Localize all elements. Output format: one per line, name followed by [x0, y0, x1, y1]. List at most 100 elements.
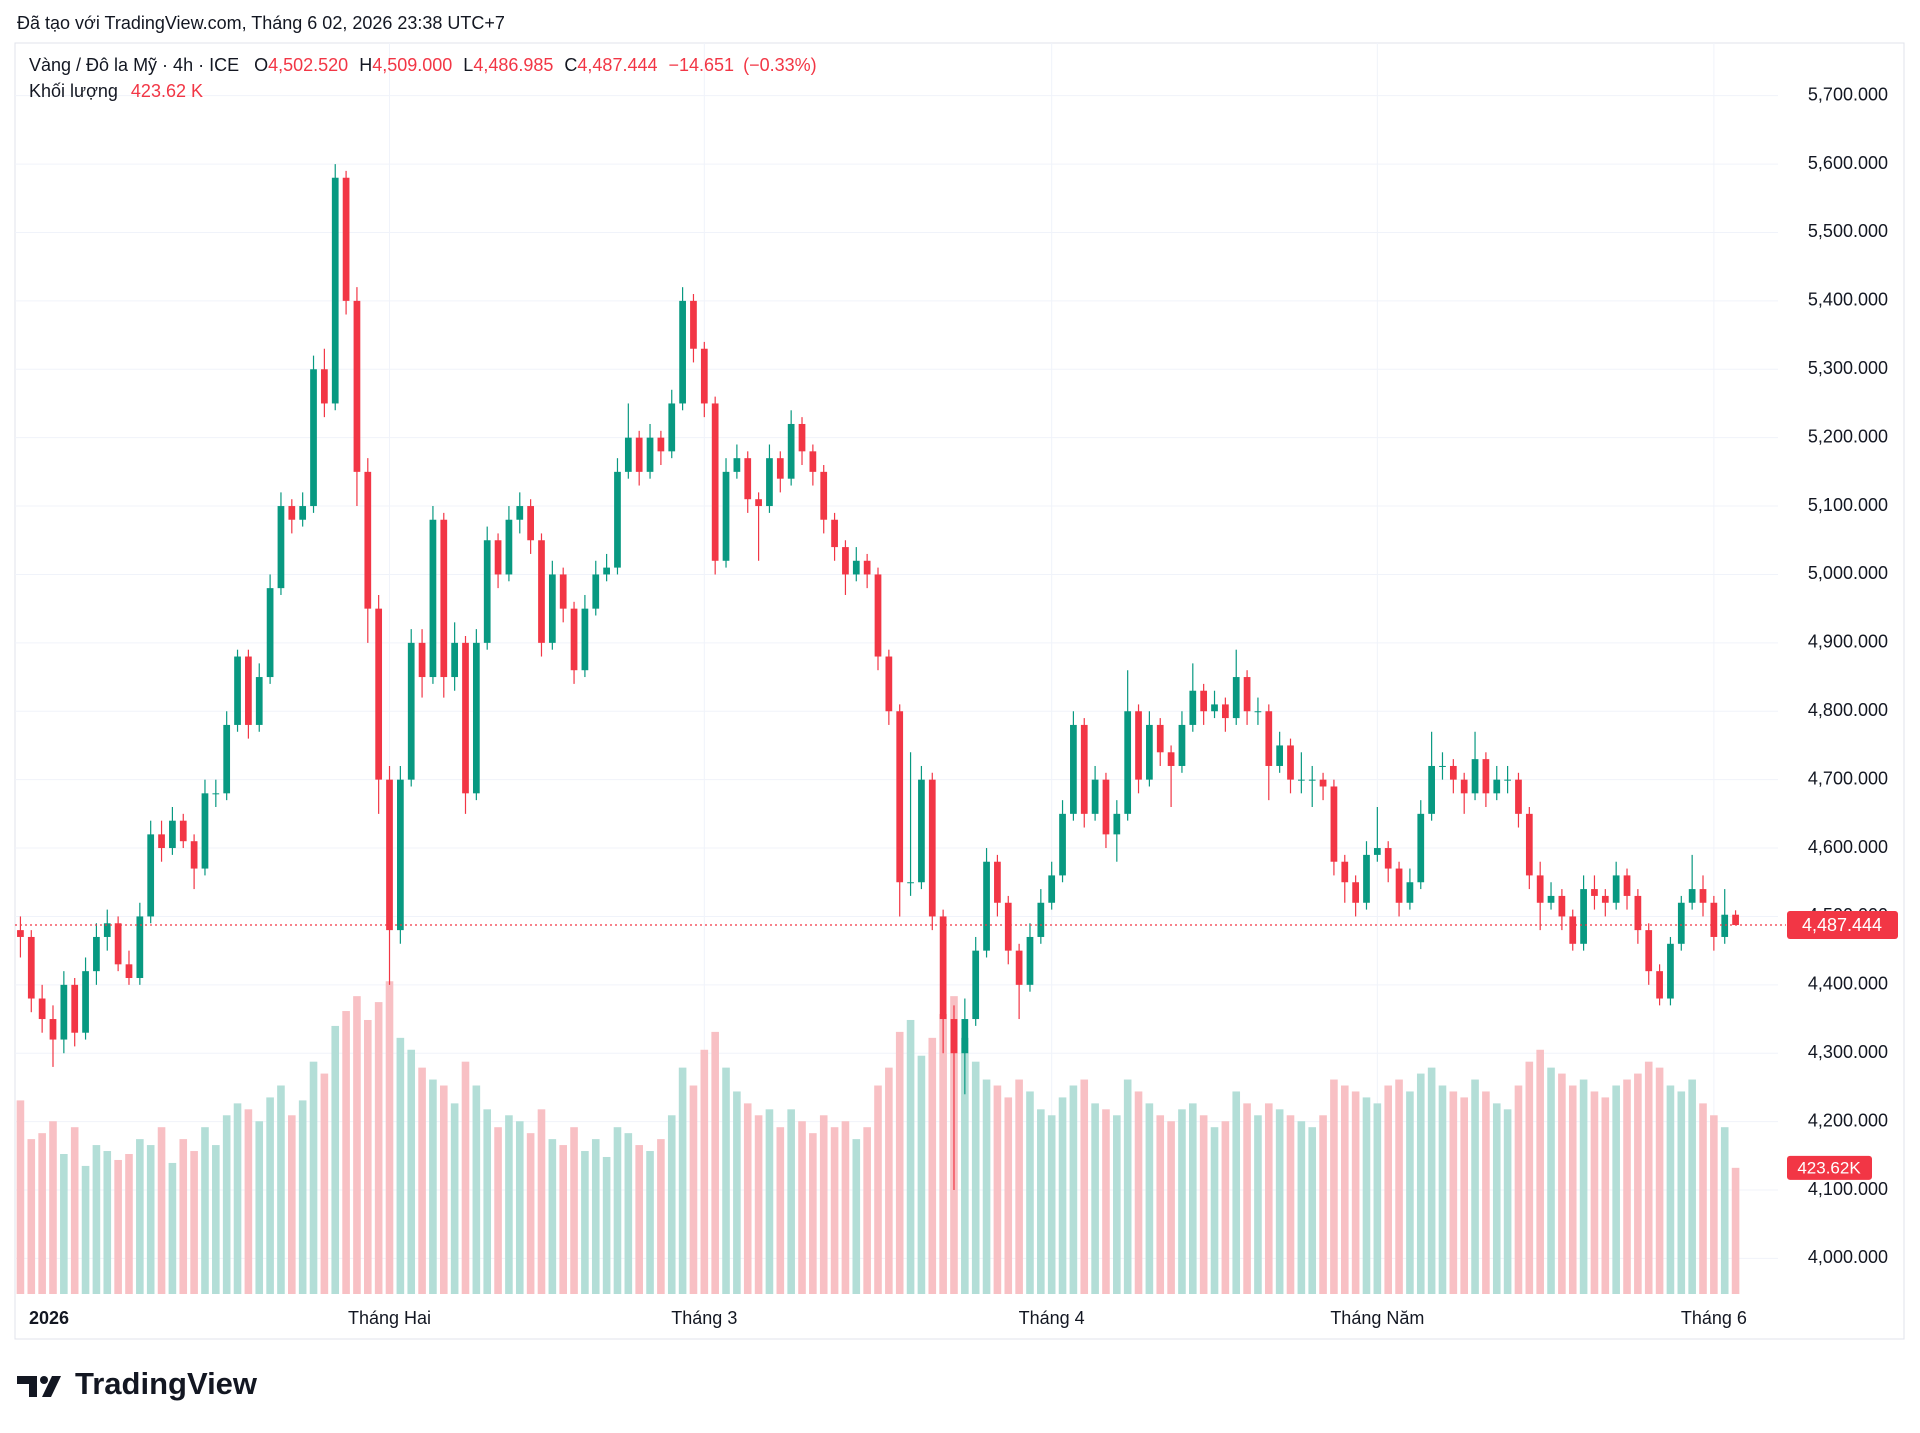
volume-bar [27, 1139, 36, 1294]
candle-body [331, 177, 339, 404]
logo-mark-t [17, 1376, 37, 1397]
candle-body [1569, 916, 1577, 944]
candle-body [342, 177, 350, 301]
volume-bar [266, 1097, 274, 1294]
x-tick-label: 2026 [29, 1308, 69, 1328]
candle-body [418, 642, 426, 678]
candle-body [49, 1019, 57, 1040]
low-value: 4,486.985 [473, 55, 553, 75]
volume-title: Khối lượng [29, 81, 118, 101]
volume-bar [667, 1115, 676, 1294]
volume-bar [1340, 1085, 1349, 1294]
volume-bar [971, 1061, 980, 1294]
volume-bar [146, 1145, 155, 1294]
open-label: O [254, 55, 268, 75]
candle-body [386, 779, 393, 931]
volume-bar [1134, 1091, 1143, 1294]
volume-bar [798, 1121, 806, 1294]
candle-body [820, 471, 828, 520]
candle-body [1504, 779, 1511, 781]
candle-body [668, 403, 676, 452]
volume-bar [570, 1127, 578, 1294]
low-label: L [463, 55, 473, 75]
candle-body [201, 793, 209, 869]
volume-bar [581, 1151, 589, 1294]
candle-body [766, 458, 773, 507]
volume-bar [537, 1109, 546, 1294]
y-tick-label: 5,700.000 [1808, 84, 1888, 104]
candle-body [1341, 861, 1349, 883]
candle-body [592, 574, 600, 609]
candle-body [885, 656, 893, 712]
volume-bar [309, 1061, 318, 1294]
candle-body [624, 437, 632, 472]
volume-bar [494, 1127, 502, 1294]
candle-body [1591, 889, 1598, 896]
volume-bar [439, 1085, 448, 1294]
candle-body [125, 964, 133, 979]
candle-body [548, 574, 556, 643]
volume-bar [1015, 1079, 1023, 1294]
volume-bar [222, 1115, 231, 1294]
candle-body [158, 834, 165, 849]
volume-value: 423.62 K [131, 81, 203, 101]
y-tick-label: 4,100.000 [1808, 1179, 1888, 1199]
volume-bar [277, 1085, 285, 1294]
candle-body [896, 711, 904, 883]
candle-body [603, 567, 610, 575]
volume-bar [60, 1154, 68, 1294]
volume-bar [320, 1073, 329, 1294]
volume-bar [38, 1133, 46, 1294]
candle-body [700, 348, 708, 404]
volume-bar [1275, 1109, 1284, 1294]
volume-bar [928, 1037, 937, 1294]
volume-bar [1720, 1127, 1729, 1294]
x-tick-label: Tháng Hai [348, 1308, 431, 1328]
candle-body [1146, 724, 1153, 780]
volume-bar [1037, 1109, 1045, 1294]
volume-bar [885, 1067, 893, 1294]
volume-bar [1558, 1073, 1566, 1294]
volume-bar [776, 1127, 785, 1294]
candle-body [1460, 779, 1468, 794]
candle-body [310, 369, 317, 507]
volume-bar [1384, 1085, 1393, 1294]
volume-bar [711, 1031, 719, 1294]
candle-body [1124, 711, 1132, 814]
candle-body [472, 642, 480, 794]
candle-body [1482, 759, 1490, 794]
candle-body [1102, 779, 1110, 835]
volume-bar [906, 1019, 915, 1294]
candle-body [1373, 848, 1381, 855]
candle-body [407, 642, 415, 780]
volume-bar [982, 1079, 991, 1294]
candle-layer [17, 164, 1739, 1191]
candle-body [179, 820, 187, 842]
candle-body [1243, 677, 1251, 712]
candle-body [1677, 902, 1685, 944]
volume-bar [678, 1067, 687, 1294]
volume-bar [1547, 1067, 1555, 1294]
candle-body [299, 506, 307, 520]
candle-body [1439, 765, 1446, 767]
candle-body [1319, 779, 1327, 787]
volume-bar [70, 1127, 79, 1294]
volume-bar [1199, 1115, 1208, 1294]
volume-bar [1167, 1121, 1175, 1294]
volume-bar [819, 1115, 828, 1294]
volume-bar [1525, 1061, 1534, 1294]
volume-bar [255, 1121, 264, 1294]
y-tick-label: 5,200.000 [1808, 426, 1888, 446]
volume-bar [103, 1151, 112, 1294]
y-tick-label: 4,900.000 [1808, 632, 1888, 652]
volume-bar [190, 1151, 198, 1294]
volume-bar [1069, 1085, 1078, 1294]
candle-body [787, 423, 795, 479]
candle-body [494, 540, 502, 575]
candle-body [1004, 902, 1012, 951]
candle-body [581, 608, 589, 671]
candle-body [972, 950, 980, 1020]
volume-bar [1178, 1109, 1186, 1294]
volume-bar [1102, 1109, 1110, 1294]
y-tick-label: 4,300.000 [1808, 1042, 1888, 1062]
